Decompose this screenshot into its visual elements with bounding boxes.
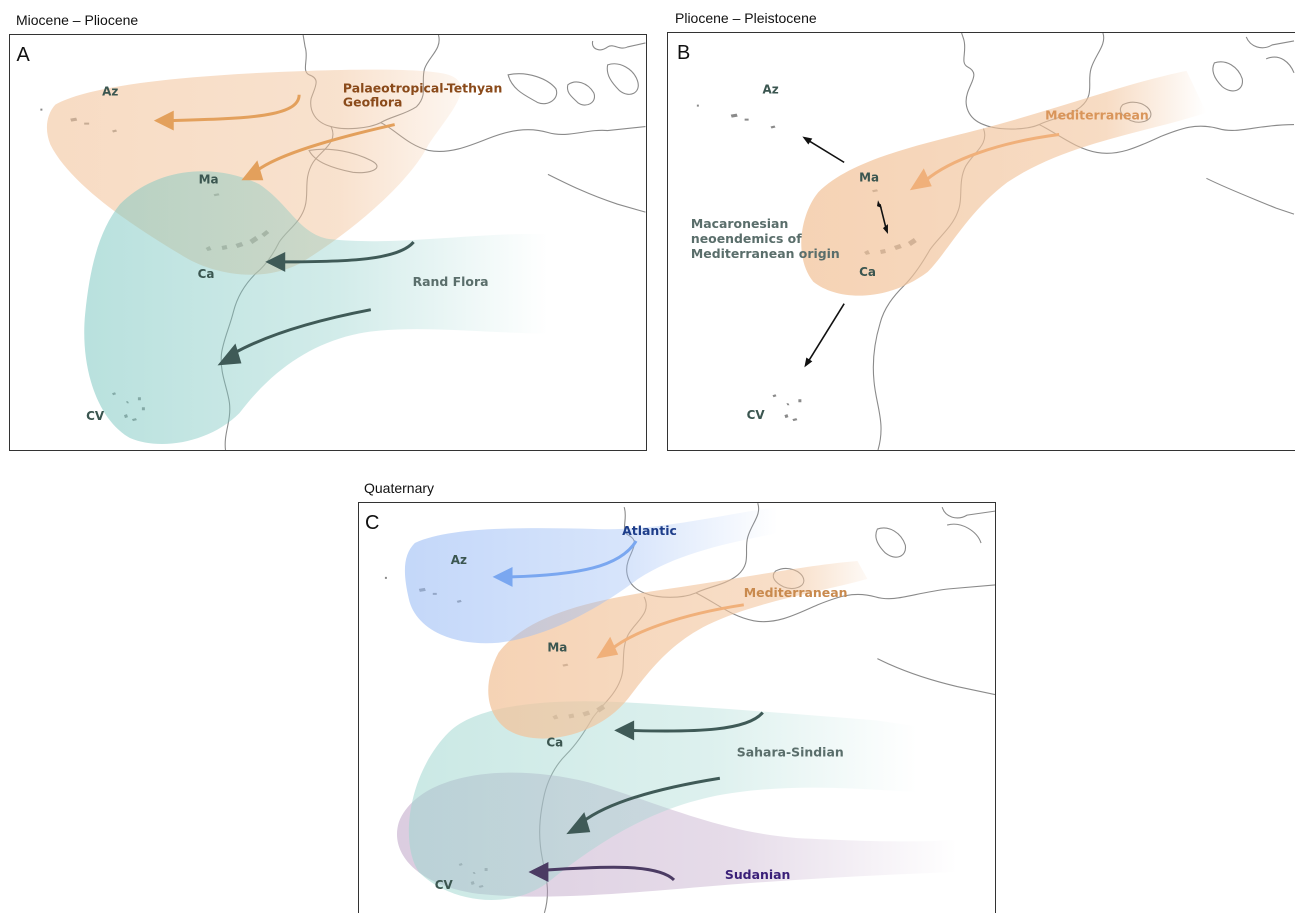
panel-b-title: Pliocene – Pleistocene	[675, 10, 817, 26]
panel-c-map: C Az Ma Ca CV Atlantic Mediterranean Sah…	[358, 502, 996, 913]
island-label-ma-c: Ma	[547, 641, 567, 655]
note-line-1: Macaronesian	[691, 216, 788, 231]
island-label-ca: Ca	[198, 267, 215, 281]
mediterranean-arrow-b	[909, 133, 1060, 191]
island-label-az: Az	[102, 85, 118, 99]
island-label-cv-c: CV	[435, 878, 454, 892]
island-label-ca-b: Ca	[859, 265, 876, 279]
panel-b-svg: B Az Ma Ca CV Mediterranean Macaronesian…	[677, 33, 1295, 450]
note-line-2: neoendemics of	[691, 231, 802, 246]
palaeo-arrow-madeira	[241, 123, 396, 181]
sahara-arrow-capeverde	[566, 776, 721, 835]
flora-label-sudanian: Sudanian	[725, 867, 791, 882]
island-label-ca-c: Ca	[546, 735, 563, 749]
island-label-ma: Ma	[199, 172, 219, 186]
panel-a-title: Miocene – Pliocene	[16, 12, 139, 28]
sahara-arrow-canaries	[614, 711, 764, 741]
panel-letter-a: A	[17, 44, 31, 66]
flora-label-sahara-sindian: Sahara-Sindian	[737, 744, 844, 759]
island-label-ma-b: Ma	[859, 170, 879, 184]
panel-b-map: B Az Ma Ca CV Mediterranean Macaronesian…	[667, 32, 1295, 451]
flora-label-mediterranean-c: Mediterranean	[744, 585, 848, 600]
sahara-sindian-region	[408, 701, 918, 901]
note-line-3: Mediterranean origin	[691, 246, 840, 261]
flora-label-atlantic: Atlantic	[622, 523, 677, 538]
dispersal-arrow-capeverde	[804, 303, 845, 368]
island-label-cv: CV	[86, 409, 105, 423]
rand-arrow-capeverde	[217, 308, 372, 366]
rand-arrow-canaries	[265, 240, 415, 272]
island-label-az-b: Az	[763, 83, 779, 97]
atlantic-region	[404, 507, 778, 644]
panel-a-map: A Az Ma Ca CV Palaeotropical-Tethyan Geo…	[9, 34, 647, 451]
panel-c-title: Quaternary	[364, 480, 435, 496]
palaeo-arrow-azores	[153, 94, 301, 131]
panel-a-svg: A Az Ma Ca CV Palaeotropical-Tethyan Geo…	[17, 35, 646, 450]
panel-letter-c: C	[365, 512, 379, 534]
mediterranean-region-b	[801, 70, 1207, 296]
flora-label-geoflora: Geoflora	[343, 95, 402, 110]
flora-label-rand: Rand Flora	[413, 274, 489, 289]
dispersal-arrow-ma-ca	[877, 200, 888, 235]
rand-flora-region	[84, 171, 548, 445]
sudanian-arrow	[528, 862, 676, 882]
island-label-az-c: Az	[451, 553, 467, 567]
flora-label-mediterranean-b: Mediterranean	[1045, 108, 1149, 123]
flora-label-palaeotropical: Palaeotropical-Tethyan	[343, 81, 502, 96]
dispersal-arrow-azores	[802, 136, 845, 164]
mediterranean-arrow-c	[596, 603, 745, 659]
panel-c-svg: C Az Ma Ca CV Atlantic Mediterranean Sah…	[365, 503, 995, 913]
island-label-cv-b: CV	[747, 408, 766, 422]
panel-letter-b: B	[677, 42, 690, 64]
atlantic-arrow	[492, 540, 638, 587]
